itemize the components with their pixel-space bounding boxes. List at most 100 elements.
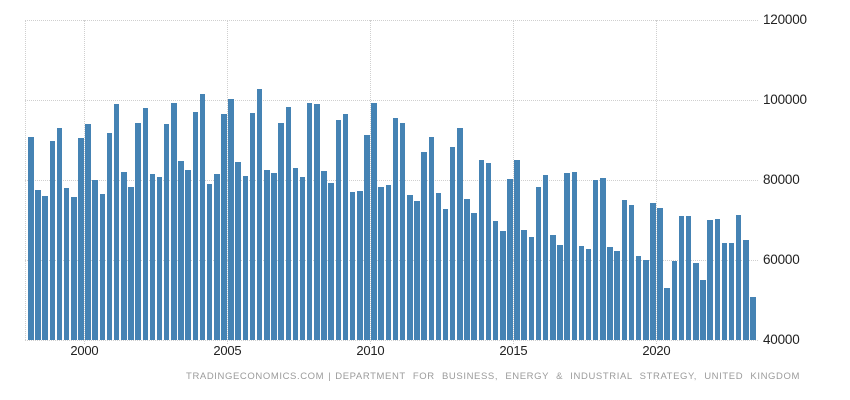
- bar-2006-Q3[interactable]: [271, 173, 277, 340]
- bar-2010-Q2[interactable]: [378, 186, 384, 340]
- bar-2007-Q2[interactable]: [292, 168, 299, 340]
- bar-2005-Q4[interactable]: [249, 112, 256, 340]
- bar-2006-Q2[interactable]: [264, 169, 270, 340]
- bar-2008-Q1[interactable]: [314, 104, 320, 340]
- bar-2001-Q3[interactable]: [128, 186, 134, 340]
- bar-2016-Q2[interactable]: [550, 235, 556, 340]
- bar-1999-Q2[interactable]: [63, 187, 70, 340]
- bar-2004-Q2[interactable]: [206, 184, 213, 340]
- bar-2004-Q4[interactable]: [221, 114, 227, 340]
- bar-2010-Q1[interactable]: [371, 102, 377, 340]
- bar-2018-Q3[interactable]: [614, 251, 620, 340]
- bar-2019-Q1[interactable]: [628, 204, 635, 340]
- bar-2013-Q4[interactable]: [478, 160, 485, 340]
- bar-2002-Q2[interactable]: [149, 173, 156, 340]
- bar-2015-Q3[interactable]: [528, 236, 535, 340]
- bar-2017-Q3[interactable]: [585, 248, 592, 340]
- bar-2009-Q3[interactable]: [357, 191, 363, 340]
- bar-2022-Q2[interactable]: [721, 243, 728, 340]
- bar-2023-Q2[interactable]: [750, 297, 756, 340]
- bar-2015-Q1[interactable]: [514, 159, 520, 340]
- bar-2019-Q2[interactable]: [635, 255, 642, 340]
- bar-2020-Q4[interactable]: [678, 216, 685, 340]
- bar-2013-Q3[interactable]: [471, 213, 477, 340]
- bar-2007-Q4[interactable]: [306, 103, 313, 340]
- bar-2012-Q1[interactable]: [428, 137, 434, 340]
- bar-2000-Q1[interactable]: [85, 124, 91, 340]
- bar-2008-Q3[interactable]: [328, 183, 334, 340]
- bar-1998-Q4[interactable]: [49, 140, 56, 340]
- bar-2021-Q3[interactable]: [700, 279, 706, 340]
- bar-2021-Q1[interactable]: [685, 216, 692, 340]
- bar-2004-Q3[interactable]: [214, 174, 220, 340]
- bar-1998-Q1[interactable]: [28, 136, 34, 340]
- bar-2005-Q2[interactable]: [235, 162, 241, 340]
- bar-2000-Q4[interactable]: [106, 133, 113, 340]
- bar-2016-Q3[interactable]: [557, 244, 563, 340]
- bar-2017-Q2[interactable]: [578, 245, 585, 340]
- bar-2015-Q2[interactable]: [521, 229, 527, 340]
- bar-2010-Q3[interactable]: [385, 185, 392, 340]
- bar-2011-Q2[interactable]: [407, 194, 413, 340]
- bar-2003-Q3[interactable]: [185, 169, 191, 340]
- bar-2002-Q3[interactable]: [156, 176, 163, 340]
- bar-2014-Q2[interactable]: [492, 221, 499, 340]
- bar-2009-Q2[interactable]: [349, 192, 356, 340]
- bar-2017-Q1[interactable]: [571, 172, 577, 340]
- bar-2004-Q1[interactable]: [199, 94, 206, 340]
- bar-2018-Q1[interactable]: [600, 178, 606, 340]
- bar-2012-Q3[interactable]: [442, 208, 449, 340]
- bar-2007-Q3[interactable]: [299, 176, 306, 340]
- bar-2002-Q1[interactable]: [142, 108, 148, 340]
- bar-2014-Q4[interactable]: [507, 178, 513, 340]
- bar-2012-Q4[interactable]: [449, 146, 456, 340]
- bar-2016-Q1[interactable]: [542, 174, 549, 340]
- bar-2001-Q4[interactable]: [135, 123, 141, 340]
- bar-1999-Q1[interactable]: [56, 128, 63, 340]
- bar-2001-Q2[interactable]: [121, 171, 127, 340]
- bar-2022-Q1[interactable]: [714, 218, 720, 340]
- bar-1999-Q4[interactable]: [78, 137, 84, 340]
- bar-2011-Q1[interactable]: [399, 122, 406, 340]
- bar-2009-Q1[interactable]: [342, 114, 349, 340]
- bar-2002-Q4[interactable]: [163, 123, 170, 340]
- bar-2019-Q4[interactable]: [650, 202, 656, 340]
- bar-2022-Q3[interactable]: [728, 243, 735, 340]
- bar-2008-Q4[interactable]: [335, 120, 342, 340]
- bar-2003-Q2[interactable]: [178, 161, 184, 340]
- bar-2011-Q4[interactable]: [421, 152, 427, 340]
- bar-2010-Q4[interactable]: [392, 118, 399, 340]
- bar-2020-Q1[interactable]: [657, 208, 663, 340]
- bar-2020-Q2[interactable]: [664, 288, 670, 340]
- bar-2009-Q4[interactable]: [364, 134, 370, 340]
- bar-2012-Q2[interactable]: [435, 192, 442, 340]
- bar-2022-Q4[interactable]: [735, 214, 742, 340]
- bar-2013-Q1[interactable]: [457, 128, 463, 340]
- bar-2000-Q2[interactable]: [92, 180, 98, 340]
- bar-2000-Q3[interactable]: [99, 193, 106, 340]
- bar-2018-Q2[interactable]: [607, 247, 613, 340]
- bar-2003-Q1[interactable]: [171, 102, 177, 340]
- bar-2003-Q4[interactable]: [192, 111, 199, 340]
- bar-2007-Q1[interactable]: [285, 106, 291, 340]
- bar-1998-Q2[interactable]: [35, 190, 41, 340]
- bar-2011-Q3[interactable]: [414, 200, 420, 340]
- bar-2006-Q1[interactable]: [256, 88, 263, 340]
- bar-2014-Q3[interactable]: [500, 231, 506, 340]
- bar-2021-Q2[interactable]: [693, 262, 699, 340]
- bar-2018-Q4[interactable]: [621, 200, 628, 340]
- bar-2005-Q1[interactable]: [228, 98, 234, 340]
- bar-2016-Q4[interactable]: [564, 172, 570, 340]
- bar-2005-Q3[interactable]: [242, 176, 249, 340]
- bar-2001-Q1[interactable]: [113, 104, 120, 340]
- bar-2017-Q4[interactable]: [592, 179, 599, 340]
- bar-2008-Q2[interactable]: [321, 170, 327, 340]
- bar-2021-Q4[interactable]: [707, 219, 713, 340]
- bar-1998-Q3[interactable]: [42, 196, 48, 340]
- bar-2020-Q3[interactable]: [671, 261, 678, 340]
- bar-2023-Q1[interactable]: [743, 240, 749, 340]
- bar-2006-Q4[interactable]: [278, 122, 284, 340]
- bar-2014-Q1[interactable]: [485, 163, 492, 340]
- bar-1999-Q3[interactable]: [71, 197, 77, 340]
- bar-2013-Q2[interactable]: [464, 198, 470, 340]
